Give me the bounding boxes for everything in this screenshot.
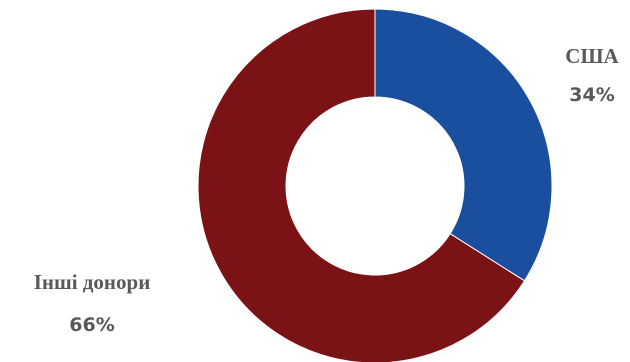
- slice-label-usa-name: США: [565, 44, 619, 68]
- donut-slice-1: [197, 8, 526, 362]
- slice-label-other-donors-value: 66%: [69, 314, 114, 336]
- donut-slices: [197, 8, 553, 362]
- donut-slice-0: [374, 8, 553, 282]
- slice-label-usa: США 34%: [565, 44, 619, 106]
- slice-label-other-donors-name: Інші донори: [34, 270, 151, 294]
- slice-label-usa-value: 34%: [569, 84, 614, 106]
- slice-label-other-donors: Інші донори 66%: [34, 270, 151, 336]
